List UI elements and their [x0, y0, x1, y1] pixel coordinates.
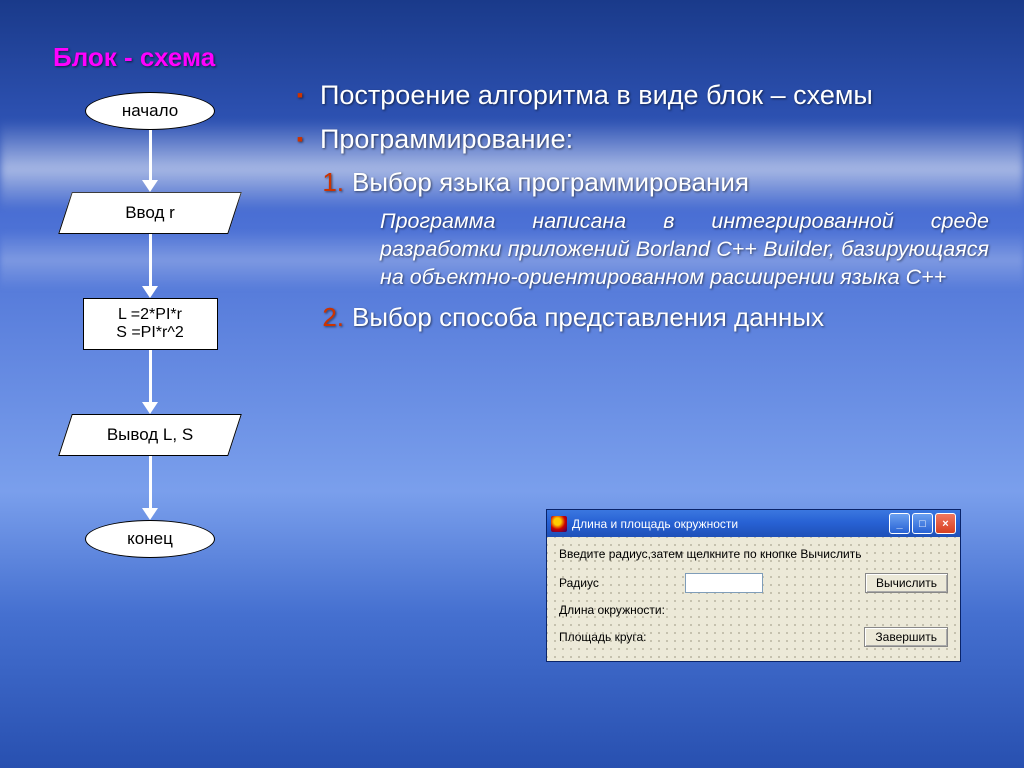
numbered-item: 2. Выбор способа представления данных [310, 301, 989, 334]
number-marker: 2. [310, 301, 352, 334]
bullet-text: Программирование: [320, 122, 989, 156]
flow-arrow [50, 234, 250, 298]
flow-arrow [50, 350, 250, 414]
app-icon [551, 516, 567, 532]
flow-node-process: L =2*PI*r S =PI*r^2 [83, 298, 218, 350]
flow-label: S =PI*r^2 [116, 324, 184, 342]
bullet-item: ▪ Программирование: [280, 122, 989, 156]
app-titlebar[interactable]: Длина и площадь окружности _ □ × [547, 510, 960, 537]
flow-arrow [50, 456, 250, 520]
length-label: Длина окружности: [559, 603, 665, 617]
flow-node-start: начало [85, 92, 215, 130]
numbered-text: Выбор языка программирования [352, 166, 989, 199]
numbered-item: 1. Выбор языка программирования [310, 166, 989, 199]
area-row: Площадь круга: Завершить [559, 627, 948, 647]
flow-label: начало [122, 101, 178, 121]
numbered-text: Выбор способа представления данных [352, 301, 989, 334]
app-title: Длина и площадь окружности [572, 517, 887, 531]
calculate-button[interactable]: Вычислить [865, 573, 948, 593]
bullet-item: ▪ Построение алгоритма в виде блок – схе… [280, 78, 989, 112]
flow-label: конец [127, 529, 173, 549]
flow-node-input: Ввод r [65, 192, 235, 234]
radius-input[interactable] [685, 573, 763, 593]
flow-node-end: конец [85, 520, 215, 558]
radius-row: Радиус Вычислить [559, 573, 948, 593]
flow-label: Вывод L, S [107, 425, 193, 445]
app-body: Введите радиус,затем щелкните по кнопке … [547, 537, 960, 661]
close-button[interactable]: × [935, 513, 956, 534]
flow-label: Ввод r [125, 203, 175, 223]
bullet-text: Построение алгоритма в виде блок – схемы [320, 78, 989, 112]
slide-title: Блок - схема [53, 42, 215, 73]
maximize-button[interactable]: □ [912, 513, 933, 534]
length-row: Длина окружности: [559, 603, 948, 617]
flowchart: начало Ввод r L =2*PI*r S =PI*r^2 Вывод … [50, 92, 250, 558]
flow-node-output: Вывод L, S [65, 414, 235, 456]
description-text: Программа написана в интегрированной сре… [380, 207, 989, 291]
minimize-button[interactable]: _ [889, 513, 910, 534]
instruction-label: Введите радиус,затем щелкните по кнопке … [559, 547, 948, 561]
bullet-marker: ▪ [280, 122, 320, 156]
radius-label: Радиус [559, 576, 685, 590]
flow-label: L =2*PI*r [118, 306, 182, 324]
app-window: Длина и площадь окружности _ □ × Введите… [546, 509, 961, 662]
number-marker: 1. [310, 166, 352, 199]
content-area: ▪ Построение алгоритма в виде блок – схе… [280, 78, 989, 342]
bullet-marker: ▪ [280, 78, 320, 112]
flow-arrow [50, 130, 250, 192]
area-label: Площадь круга: [559, 630, 685, 644]
finish-button[interactable]: Завершить [864, 627, 948, 647]
